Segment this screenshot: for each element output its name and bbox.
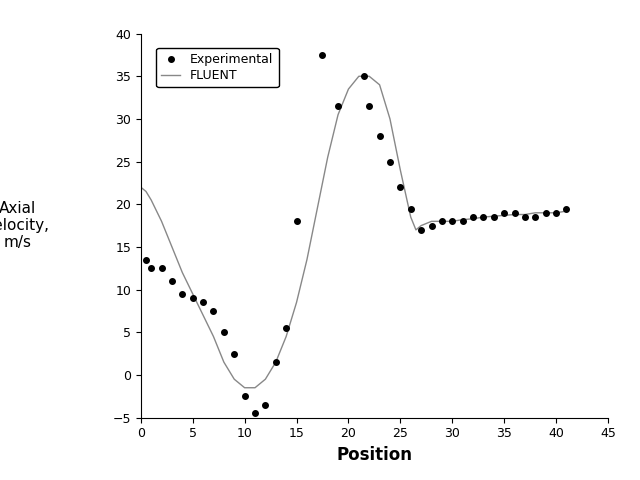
Experimental: [333, 102, 343, 110]
FLUENT: [324, 155, 332, 160]
FLUENT: [449, 218, 456, 224]
Experimental: [141, 256, 151, 264]
FLUENT: [303, 257, 311, 263]
FLUENT: [459, 217, 467, 223]
Experimental: [561, 204, 572, 212]
Experimental: [447, 217, 458, 225]
FLUENT: [230, 376, 238, 382]
FLUENT: [355, 73, 363, 79]
Experimental: [478, 213, 488, 221]
FLUENT: [376, 82, 383, 88]
FLUENT: [147, 197, 155, 203]
Experimental: [209, 307, 219, 315]
Experimental: [260, 401, 271, 408]
Experimental: [385, 158, 395, 166]
Legend: Experimental, FLUENT: Experimental, FLUENT: [156, 48, 278, 87]
Experimental: [551, 209, 561, 216]
FLUENT: [292, 300, 300, 305]
FLUENT: [417, 223, 425, 228]
Experimental: [177, 290, 188, 298]
Experimental: [359, 72, 369, 80]
FLUENT: [334, 112, 342, 118]
FLUENT: [189, 291, 196, 297]
FLUENT: [199, 312, 207, 318]
Experimental: [468, 213, 478, 221]
Experimental: [239, 393, 250, 400]
Experimental: [364, 102, 374, 110]
Experimental: [188, 294, 198, 302]
FLUENT: [262, 376, 269, 382]
Experimental: [396, 183, 406, 191]
Experimental: [291, 217, 301, 225]
FLUENT: [179, 270, 186, 276]
FLUENT: [210, 334, 218, 339]
FLUENT: [157, 218, 165, 224]
FLUENT: [479, 214, 487, 220]
Experimental: [219, 328, 229, 336]
Experimental: [541, 209, 551, 216]
Line: FLUENT: FLUENT: [141, 76, 566, 388]
Experimental: [489, 213, 499, 221]
FLUENT: [563, 208, 570, 214]
FLUENT: [511, 212, 518, 217]
Experimental: [156, 264, 166, 272]
FLUENT: [531, 210, 539, 216]
FLUENT: [142, 189, 150, 194]
FLUENT: [314, 205, 321, 211]
Experimental: [530, 213, 540, 221]
Experimental: [317, 51, 328, 59]
FLUENT: [412, 227, 420, 233]
Y-axis label: Axial
Velocity,
m/s: Axial Velocity, m/s: [0, 201, 50, 251]
Experimental: [198, 299, 208, 306]
Experimental: [509, 209, 520, 216]
Experimental: [374, 132, 385, 140]
FLUENT: [438, 218, 445, 224]
X-axis label: Position: Position: [337, 446, 412, 464]
FLUENT: [490, 213, 498, 219]
Experimental: [499, 209, 509, 216]
FLUENT: [500, 213, 508, 218]
FLUENT: [521, 212, 529, 217]
FLUENT: [469, 216, 477, 222]
FLUENT: [137, 184, 145, 190]
Experimental: [426, 222, 436, 229]
Experimental: [167, 277, 177, 285]
FLUENT: [428, 218, 435, 224]
FLUENT: [386, 116, 394, 122]
FLUENT: [272, 359, 280, 365]
Experimental: [406, 204, 416, 212]
Experimental: [250, 409, 260, 417]
Experimental: [416, 226, 426, 234]
FLUENT: [282, 334, 290, 339]
Experimental: [281, 324, 291, 332]
Experimental: [458, 217, 468, 225]
FLUENT: [251, 385, 259, 391]
FLUENT: [407, 214, 415, 220]
Experimental: [229, 350, 239, 358]
FLUENT: [241, 385, 248, 391]
FLUENT: [344, 86, 352, 92]
FLUENT: [397, 167, 404, 173]
FLUENT: [220, 359, 228, 365]
Experimental: [436, 217, 447, 225]
Experimental: [271, 358, 281, 366]
FLUENT: [542, 210, 550, 216]
FLUENT: [552, 210, 560, 216]
Experimental: [146, 264, 156, 272]
FLUENT: [168, 244, 176, 250]
FLUENT: [365, 73, 373, 79]
Experimental: [520, 213, 530, 221]
